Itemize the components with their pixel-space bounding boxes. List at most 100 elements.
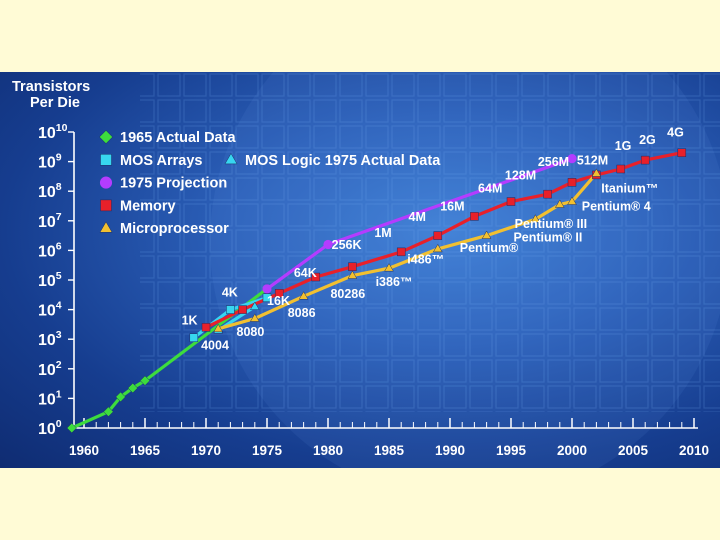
- data-label: i386™: [376, 275, 413, 289]
- data-label: Pentium® II: [513, 231, 582, 245]
- data-label: i486™: [407, 253, 444, 267]
- x-tick-label: 1990: [435, 443, 465, 458]
- legend-marker: [100, 154, 112, 166]
- y-tick-label: 101: [38, 388, 62, 408]
- data-point-projection1975: [323, 239, 333, 250]
- y-tick-label: 1010: [38, 122, 68, 142]
- data-point-memory: [616, 164, 626, 174]
- data-point-memory: [543, 189, 552, 199]
- x-tick-label: 1995: [496, 443, 527, 458]
- data-point-microprocessor: [384, 263, 394, 272]
- x-tick-label: 1975: [252, 443, 283, 458]
- x-tick-label: 2005: [618, 443, 649, 458]
- legend-label: Microprocessor: [120, 221, 229, 237]
- data-label: Pentium®: [460, 241, 519, 255]
- chart-canvas: Transistors Per Die 1010 109 108 107 106 105 1…: [12, 72, 720, 468]
- data-label: 1K: [182, 313, 198, 327]
- legend-marker: [99, 176, 113, 189]
- data-label: 256K: [332, 238, 362, 252]
- legend-marker: [224, 152, 238, 165]
- legend-label: Memory: [120, 198, 176, 214]
- series-markers: [66, 148, 687, 434]
- y-tick-label: 100: [38, 418, 62, 438]
- y-axis-title-line1: Transistors: [12, 79, 90, 95]
- data-point-mos_logic: [249, 301, 260, 310]
- y-tick-label: 105: [38, 270, 62, 290]
- data-point-actual1965: [139, 375, 151, 386]
- x-tick-label: 1985: [374, 443, 405, 458]
- data-point-microprocessor: [530, 214, 541, 223]
- legend-marker: [99, 130, 113, 144]
- data-label: 64K: [294, 266, 317, 280]
- data-point-projection1975: [567, 154, 577, 164]
- series-line-actual1965: [71, 287, 268, 430]
- data-point-microprocessor: [554, 199, 565, 208]
- data-point-microprocessor: [567, 196, 577, 205]
- wafer-grid-background: [140, 72, 720, 412]
- y-tick-label: 108: [38, 181, 62, 201]
- x-tick-label: 1970: [191, 443, 221, 458]
- y-tick-label: 106: [38, 240, 62, 260]
- data-point-projection1975: [262, 284, 272, 294]
- data-point-microprocessor: [347, 270, 358, 279]
- data-point-memory: [677, 148, 687, 157]
- data-point-microprocessor: [432, 243, 443, 253]
- data-label: 80286: [330, 287, 365, 301]
- y-tick-label: 102: [38, 359, 62, 379]
- legend-marker: [100, 199, 112, 212]
- data-label: Pentium® 4: [582, 199, 651, 213]
- x-tick-label: 1980: [313, 443, 343, 458]
- data-point-microprocessor: [298, 291, 309, 300]
- y-axis-title-line2: Per Die: [30, 95, 80, 111]
- data-label: 4004: [201, 339, 229, 353]
- data-point-mos_arrays: [189, 333, 199, 342]
- data-point-microprocessor: [213, 323, 224, 333]
- data-label: Itanium™: [601, 182, 658, 196]
- data-point-memory: [640, 155, 650, 165]
- data-point-memory: [506, 197, 516, 206]
- y-axis-title: Transistors Per Die: [12, 79, 90, 111]
- data-label: 4G: [667, 125, 684, 139]
- legend-marker: [99, 221, 113, 233]
- data-label: 16K: [267, 294, 290, 308]
- legend-label: 1965 Actual Data: [120, 130, 236, 146]
- legend-label: MOS Logic 1975 Actual Data: [245, 153, 441, 169]
- data-point-memory: [201, 323, 211, 332]
- data-point-actual1965: [103, 406, 114, 417]
- data-label: 8080: [237, 325, 265, 339]
- legend-label: 1975 Projection: [120, 176, 227, 192]
- data-label: 4M: [409, 210, 426, 224]
- data-point-actual1965: [127, 382, 138, 394]
- y-tick-label: 109: [38, 152, 62, 172]
- data-label: 1M: [374, 226, 391, 240]
- x-tick-label: 1965: [130, 443, 161, 458]
- data-label: Pentium® III: [515, 217, 587, 231]
- data-point-memory: [396, 247, 406, 257]
- data-point-microprocessor: [481, 230, 492, 239]
- data-label: 4K: [222, 285, 238, 299]
- data-point-memory: [311, 272, 321, 282]
- data-label: 16M: [440, 199, 464, 213]
- data-label: 512M: [577, 154, 608, 168]
- wafer-glow: [210, 72, 720, 468]
- y-tick-label: 104: [38, 300, 62, 320]
- x-tick-label: 2010: [679, 443, 709, 458]
- data-point-mos_arrays: [262, 293, 272, 303]
- y-tick-label: 103: [38, 329, 62, 349]
- axes: 1010 109 108 107 106 105 104 103 102 101 100 1960 19…: [38, 122, 709, 458]
- y-tick-label: 107: [38, 211, 62, 231]
- data-label: 1G: [615, 139, 632, 153]
- data-label: 256M: [538, 155, 569, 169]
- data-label: 8086: [288, 306, 316, 320]
- legend-label: MOS Arrays: [120, 153, 202, 169]
- x-tick-label: 2000: [557, 443, 587, 458]
- data-point-actual1965: [115, 391, 126, 403]
- data-label: 2G: [639, 133, 656, 147]
- data-label: 128M: [505, 168, 536, 182]
- data-point-memory: [348, 262, 357, 271]
- data-point-memory: [433, 231, 443, 240]
- data-point-memory: [238, 305, 247, 314]
- data-point-microprocessor: [591, 168, 602, 177]
- data-point-microprocessor: [249, 313, 260, 322]
